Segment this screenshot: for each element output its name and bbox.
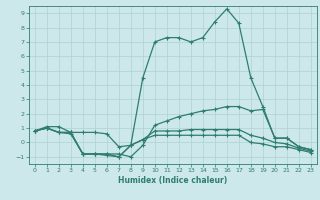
X-axis label: Humidex (Indice chaleur): Humidex (Indice chaleur) [118,176,228,185]
